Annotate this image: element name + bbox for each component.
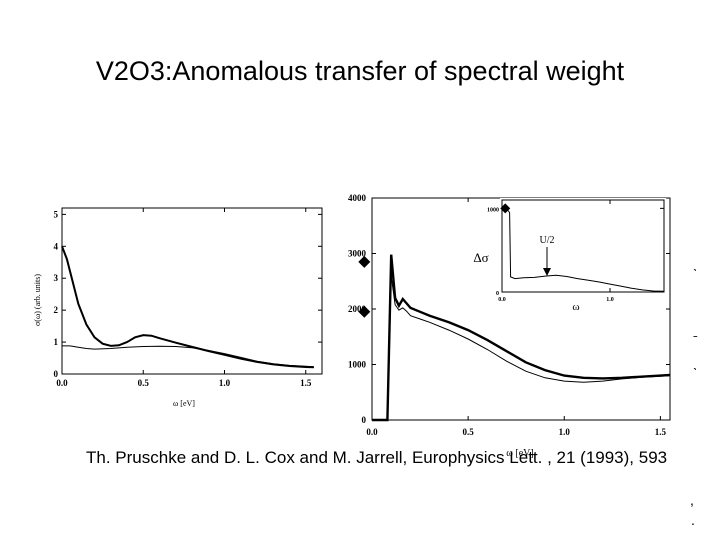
right-ytick-label: 0 [362, 415, 367, 425]
side-mark-4: , [690, 492, 694, 508]
left-xtick-label: 1.5 [300, 378, 312, 388]
inset-annotation: U/2 [540, 235, 555, 246]
inset-background [500, 198, 666, 312]
left-ytick-label: 3 [54, 273, 59, 283]
right-xtick-label: 1.5 [655, 427, 667, 437]
left-ytick-label: 4 [54, 241, 59, 251]
right-ytick-label: 3000 [348, 249, 367, 259]
inset-series-0-line [502, 207, 665, 292]
side-mark-5: . [691, 512, 695, 528]
side-mark-3: ˎ [693, 354, 698, 370]
left-frame [61, 207, 323, 375]
right-xtick-label: 0.0 [366, 427, 378, 437]
left-ytick-label: 5 [54, 209, 59, 219]
side-mark-2: ˍ [693, 322, 698, 338]
left-xlabel: ω [eV] [173, 399, 195, 408]
left-series-1-line [62, 345, 314, 368]
inset-arrow-head [543, 268, 551, 276]
right-diamond-marker-1 [358, 305, 371, 318]
right-ytick-label: 1000 [348, 360, 367, 370]
inset-xtick-label: 1.0 [606, 297, 614, 303]
right-xtick-label: 0.5 [463, 427, 475, 437]
left-ylabel: σ(ω) (arb. units) [33, 274, 42, 326]
left-ytick-label: 1 [54, 337, 59, 347]
right-diamond-marker-0 [358, 255, 371, 268]
inset-xlabel: ω [572, 301, 579, 313]
right-series-1-line [372, 275, 671, 421]
inset-frame [501, 199, 665, 293]
left-series-0-line [61, 245, 314, 369]
left-xtick-label: 0.5 [138, 378, 150, 388]
left-xtick-label: 0.0 [56, 378, 68, 388]
slide-title: V2O3:Anomalous transfer of spectral weig… [95, 56, 625, 86]
inset-xtick-label: 0.0 [498, 297, 506, 303]
right-xtick-label: 1.0 [559, 427, 571, 437]
right-xlabel: ω [eV] [506, 448, 533, 459]
inset-ytick-label: 1000 [487, 207, 499, 213]
citation: Th. Pruschke and D. L. Cox and M. Jarrel… [86, 448, 668, 467]
left-ytick-label: 2 [54, 305, 59, 315]
right-ytick-label: 4000 [348, 193, 367, 203]
left-xtick-label: 1.0 [219, 378, 231, 388]
right-series-0-line [372, 254, 671, 422]
left-ytick-label: 0 [54, 369, 59, 379]
side-mark-1: ˎ [693, 255, 698, 271]
right-ytick-label: 2000 [348, 304, 367, 314]
inset-diamond-marker [500, 203, 511, 214]
inset-ylabel: Δσ [473, 250, 488, 265]
inset-ytick-label: 0 [496, 291, 499, 297]
